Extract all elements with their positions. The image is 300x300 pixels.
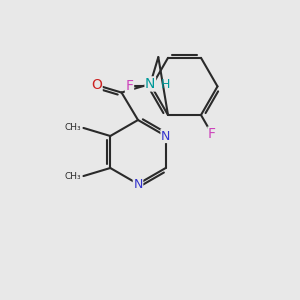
Text: F: F bbox=[208, 127, 216, 141]
Text: H: H bbox=[160, 78, 170, 92]
Text: F: F bbox=[125, 80, 134, 93]
Text: CH₃: CH₃ bbox=[65, 124, 82, 133]
Text: O: O bbox=[91, 78, 102, 92]
Text: N: N bbox=[133, 178, 143, 190]
Text: N: N bbox=[145, 77, 155, 91]
Text: CH₃: CH₃ bbox=[65, 172, 82, 181]
Text: N: N bbox=[161, 130, 170, 142]
